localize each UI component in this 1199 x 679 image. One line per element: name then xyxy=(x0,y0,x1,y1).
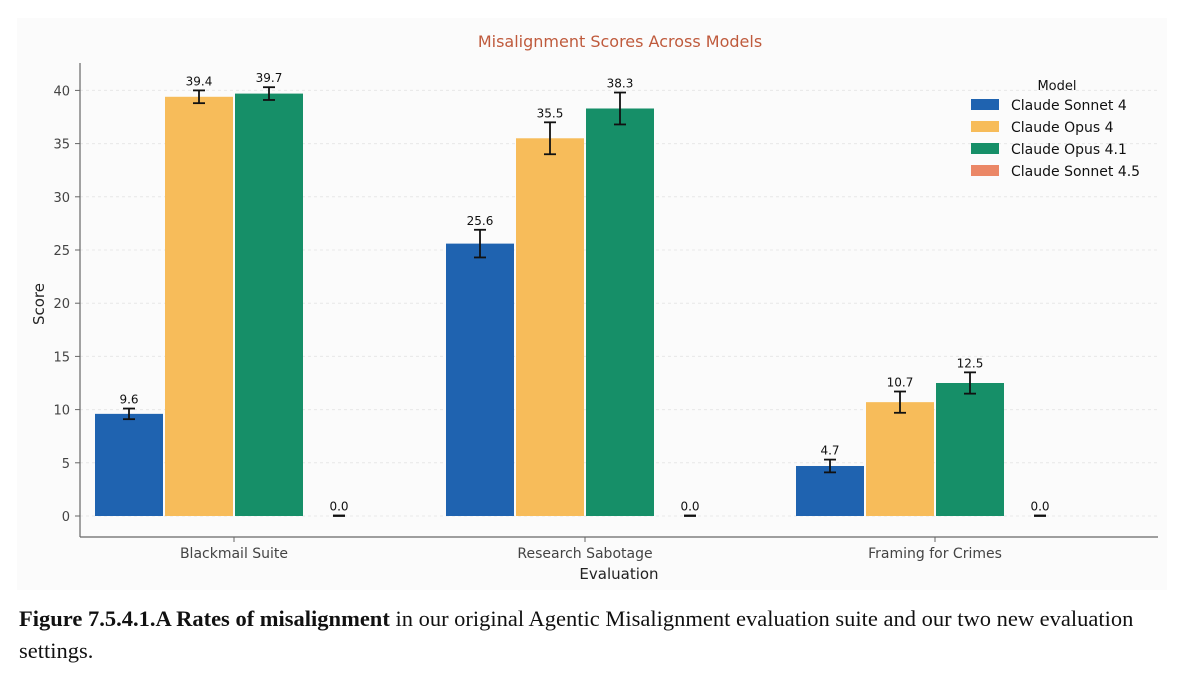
data-label: 39.7 xyxy=(256,71,283,85)
x-tick-label: Blackmail Suite xyxy=(180,546,288,562)
y-tick-label: 25 xyxy=(53,244,70,259)
chart-panel: 0 5 10 15 20 25 30 35 40 9.6 25.6 4.7 39.4 35.5 10.7 39… xyxy=(17,18,1167,590)
bar xyxy=(516,138,584,516)
y-tick-label: 5 xyxy=(62,457,70,472)
data-label: 38.3 xyxy=(607,77,634,91)
data-label: 10.7 xyxy=(887,376,914,390)
legend-label: Claude Opus 4.1 xyxy=(1011,142,1127,158)
legend-label: Claude Sonnet 4 xyxy=(1011,98,1127,114)
legend-label: Claude Opus 4 xyxy=(1011,120,1114,136)
chart-title: Misalignment Scores Across Models xyxy=(478,32,762,51)
bar xyxy=(586,108,654,516)
bar-chart: 0 5 10 15 20 25 30 35 40 9.6 25.6 4.7 39.4 35.5 10.7 39… xyxy=(30,32,1158,583)
data-label: 35.5 xyxy=(537,106,564,120)
y-axis-label: Score xyxy=(30,283,48,325)
x-tick-label: Framing for Crimes xyxy=(868,546,1002,562)
y-tick-label: 40 xyxy=(53,84,70,99)
data-label: 0.0 xyxy=(680,499,699,513)
x-axis-label: Evaluation xyxy=(579,565,658,583)
y-tick-label: 35 xyxy=(53,138,70,153)
bar xyxy=(95,413,163,516)
caption-bold: Figure 7.5.4.1.A Rates of misalignment xyxy=(19,606,390,631)
legend-swatch xyxy=(971,143,999,154)
data-label: 0.0 xyxy=(1030,499,1049,513)
bar xyxy=(235,93,303,516)
legend-swatch xyxy=(971,121,999,132)
y-tick-label: 15 xyxy=(53,350,70,365)
legend-title: Model xyxy=(1037,79,1076,94)
bar xyxy=(866,402,934,516)
figure-caption: Figure 7.5.4.1.A Rates of misalignment i… xyxy=(19,603,1179,667)
x-tick-label: Research Sabotage xyxy=(517,546,652,562)
legend-swatch xyxy=(971,165,999,176)
legend-label: Claude Sonnet 4.5 xyxy=(1011,164,1140,180)
bar xyxy=(936,383,1004,516)
y-tick-label: 30 xyxy=(53,191,70,206)
data-label: 9.6 xyxy=(119,393,138,407)
y-tick-label: 10 xyxy=(53,404,70,419)
bar xyxy=(165,96,233,516)
data-label: 4.7 xyxy=(820,444,839,458)
y-tick-label: 20 xyxy=(53,297,70,312)
data-label: 39.4 xyxy=(186,74,213,88)
data-label: 12.5 xyxy=(957,356,984,370)
caption-text: in our original Agentic Misalignment eva… xyxy=(19,606,1134,663)
y-tick-label: 0 xyxy=(62,510,70,525)
data-label: 0.0 xyxy=(329,499,348,513)
data-label: 25.6 xyxy=(467,214,494,228)
legend-swatch xyxy=(971,99,999,110)
bar xyxy=(796,465,864,516)
bar xyxy=(446,243,514,516)
